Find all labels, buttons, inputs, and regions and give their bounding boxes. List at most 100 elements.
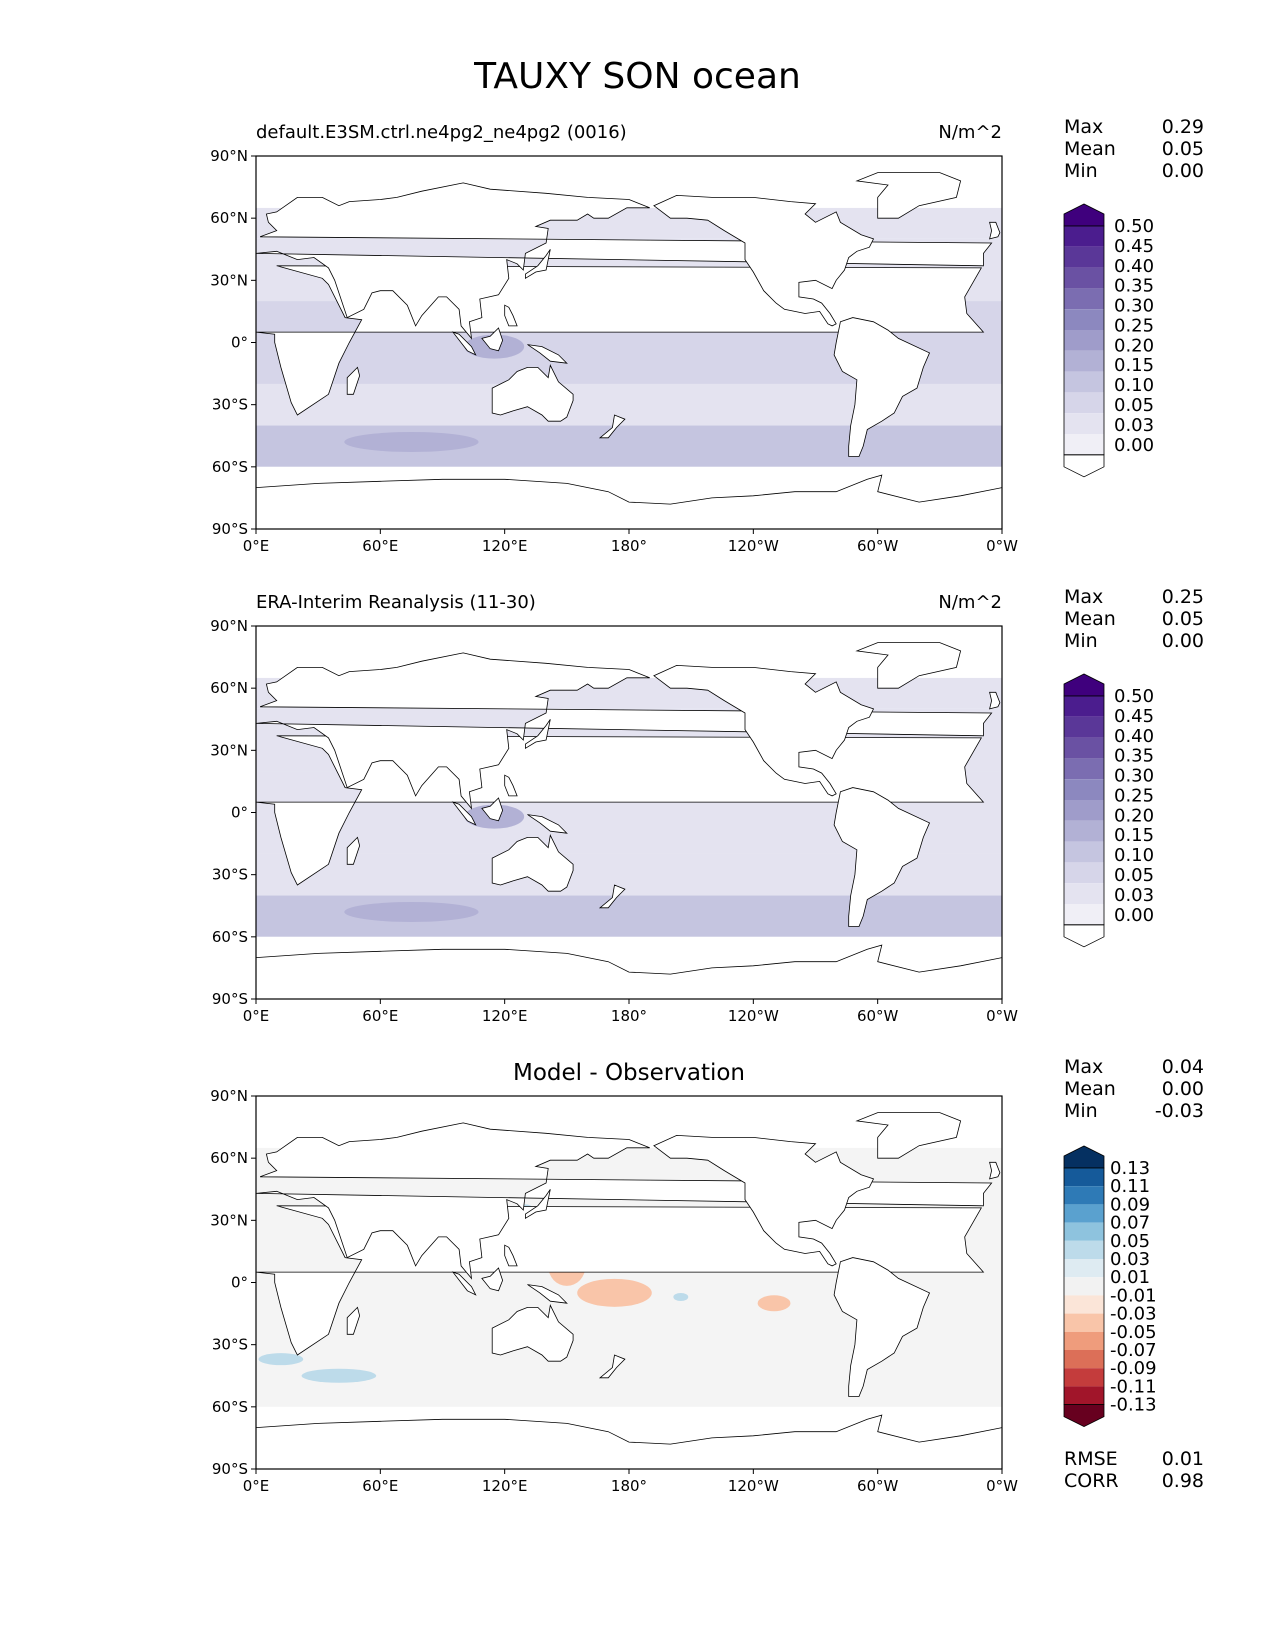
stat-label: Mean — [1064, 608, 1116, 630]
colorbar-extend-top — [1063, 203, 1105, 227]
land-uk — [989, 1161, 1001, 1180]
colorbar-segment — [1064, 1259, 1104, 1278]
land-borneo — [481, 327, 504, 352]
colorbar-tick-label: 0.07 — [1110, 1213, 1150, 1234]
map-reference: 0°E 60°E 120°E 180° 120°W 60°W 0°W 90°N 60°N 30°N… — [210, 617, 1018, 1025]
panel-difference: Model - Observation 0°E 60°E 120°E 180° 120°… — [0, 1056, 1275, 1500]
stat-value: 0.00 — [1161, 630, 1204, 652]
colorbar-segment — [1064, 1186, 1104, 1205]
land-north_america — [653, 194, 875, 327]
stat-label: Min — [1064, 1100, 1098, 1122]
colorbar-tick-label: 0.45 — [1114, 706, 1154, 727]
colorbar-extend-top — [1063, 1145, 1105, 1169]
colorbar-segment — [1064, 246, 1104, 268]
x-tick-label: 0°E — [243, 537, 270, 555]
colorbar-frame — [1063, 1167, 1105, 1406]
colorbar-segment — [1064, 1350, 1104, 1369]
colorbar-difference: -0.13-0.11-0.09-0.07-0.05-0.03-0.010.010… — [1063, 1145, 1157, 1428]
field-patch — [258, 1353, 304, 1366]
colorbar-segment — [1064, 800, 1104, 821]
land-borneo — [481, 1267, 504, 1292]
figure-title: TAUXY SON ocean — [474, 56, 801, 97]
colorbar-tick-label: -0.05 — [1110, 1322, 1157, 1343]
land-australia — [491, 834, 574, 892]
land-sumatra — [451, 801, 477, 826]
x-tick-label: 60°W — [857, 1007, 899, 1025]
land-eurasia — [256, 1122, 993, 1280]
colorbar-segment — [1064, 1295, 1104, 1314]
colorbar-frame — [1063, 225, 1105, 456]
colorbar-segment — [1064, 820, 1104, 842]
colorbar-segment — [1064, 1313, 1104, 1332]
map-test: 0°E 60°E 120°E 180° 120°W 60°W 0°W 90°N 60°N 30°N… — [210, 147, 1018, 555]
x-tick-label: 120°W — [728, 1007, 779, 1025]
colorbar-segment — [1064, 392, 1104, 414]
colorbar-tick-label: 0.50 — [1114, 686, 1154, 707]
x-tick-label: 180° — [611, 1007, 647, 1025]
land-newzealand — [598, 414, 626, 439]
stat-label: Min — [1064, 160, 1098, 182]
colorbar-reference: 0.000.030.050.100.150.200.250.300.350.40… — [1063, 673, 1154, 948]
colorbar-tick-label: 0.05 — [1110, 1231, 1150, 1252]
land-philippines — [504, 774, 518, 797]
y-tick-label: 60°S — [212, 928, 248, 946]
y-tick-label: 60°N — [210, 1149, 248, 1167]
stat-label: Mean — [1064, 138, 1116, 160]
x-tick-label: 60°E — [362, 1477, 398, 1495]
colorbar-tick-label: -0.11 — [1110, 1376, 1157, 1397]
colorbar-tick-label: 0.03 — [1114, 415, 1154, 436]
land-antarctica — [256, 474, 1002, 529]
map-layers — [256, 626, 1002, 999]
colorbar-segment — [1064, 1222, 1104, 1241]
y-tick-label: 90°S — [212, 520, 248, 538]
stat-value: 0.25 — [1161, 586, 1204, 608]
colorbar-tick-label: -0.01 — [1110, 1285, 1157, 1306]
colorbar-tick-label: -0.09 — [1110, 1358, 1157, 1379]
stat-label: Max — [1064, 1056, 1104, 1078]
colorbar-segment — [1064, 1277, 1104, 1296]
metric-value: 0.98 — [1161, 1470, 1204, 1492]
colorbar-segment — [1064, 288, 1104, 310]
land-eurasia — [256, 182, 993, 340]
metric-value: 0.01 — [1161, 1448, 1204, 1470]
land-madagascar — [346, 366, 361, 395]
land-sumatra — [451, 331, 477, 356]
panel-units: N/m^2 — [938, 122, 1002, 143]
colorbar-tick-label: 0.15 — [1114, 825, 1154, 846]
land-newguinea — [527, 1284, 568, 1304]
stat-label: Mean — [1064, 1078, 1116, 1100]
x-tick-label: 180° — [611, 1477, 647, 1495]
panel-title-center: Model - Observation — [512, 1060, 746, 1086]
colorbar-segment — [1064, 371, 1104, 393]
stat-value: 0.05 — [1161, 138, 1204, 160]
map-layers — [256, 1096, 1002, 1469]
y-tick-label: 30°S — [212, 866, 248, 884]
map-difference: 0°E 60°E 120°E 180° 120°W 60°W 0°W 90°N 60°N 30°N… — [210, 1087, 1018, 1495]
land-eurasia — [256, 652, 993, 810]
land-newguinea — [527, 344, 568, 364]
metric-label: RMSE — [1064, 1448, 1118, 1470]
colorbar-tick-label: 0.01 — [1110, 1267, 1150, 1288]
land-newzealand — [598, 884, 626, 909]
x-tick-label: 0°W — [986, 1477, 1018, 1495]
x-tick-label: 120°E — [482, 1477, 528, 1495]
land-newzealand — [598, 1354, 626, 1379]
colorbar-tick-label: 0.20 — [1114, 335, 1154, 356]
colorbar-segment — [1064, 883, 1104, 904]
colorbar-segment — [1064, 1240, 1104, 1259]
stat-value: 0.04 — [1161, 1056, 1204, 1078]
colorbar-tick-label: 0.40 — [1114, 726, 1154, 747]
colorbar-segment — [1064, 779, 1104, 800]
y-tick-label: 90°N — [210, 147, 248, 165]
colorbar-tick-label: -0.07 — [1110, 1340, 1157, 1361]
colorbar-segment — [1064, 904, 1104, 925]
colorbar-segment — [1064, 696, 1104, 717]
stat-value: 0.00 — [1161, 1078, 1204, 1100]
colorbar-extend-bottom — [1063, 454, 1105, 478]
map-layers — [256, 156, 1002, 529]
colorbar-segment — [1064, 330, 1104, 351]
stat-value: -0.03 — [1154, 1100, 1204, 1122]
land-south_america — [833, 1257, 931, 1397]
stats-difference: Max 0.04 Mean 0.00 Min -0.03 — [1064, 1056, 1204, 1122]
land-australia — [491, 1304, 574, 1362]
